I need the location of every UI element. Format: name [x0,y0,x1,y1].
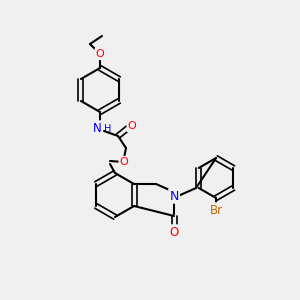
Text: N: N [93,122,101,134]
Text: H: H [104,124,112,134]
Text: O: O [120,157,128,167]
Text: N: N [169,190,179,202]
Text: O: O [96,49,104,59]
Text: Br: Br [209,203,223,217]
Text: O: O [128,121,136,131]
Text: O: O [169,226,179,238]
